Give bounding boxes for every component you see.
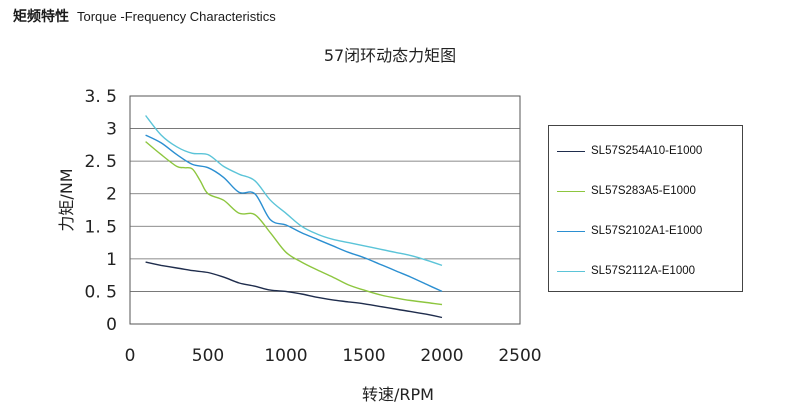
legend-swatch — [557, 230, 585, 232]
y-tick-labels: 0 0. 5 1 1. 5 2 2. 5 3 3. 5 — [85, 87, 117, 335]
legend: SL57S254A10-E1000 SL57S283A5-E1000 SL57S… — [548, 125, 743, 292]
y-tick-label: 1. 5 — [85, 217, 117, 237]
y-axis-label: 力矩/NM — [57, 168, 76, 231]
header-title-zh: 矩频特性 — [13, 9, 69, 25]
y-tick-label: 0 — [106, 315, 117, 335]
y-tick-label: 1 — [106, 250, 117, 270]
series-line-1 — [145, 141, 443, 306]
chart-title: 57闭环动态力矩图 — [324, 46, 456, 65]
y-tick-label: 0. 5 — [85, 282, 117, 302]
legend-label: SL57S254A10-E1000 — [591, 145, 703, 157]
legend-item: SL57S254A10-E1000 — [557, 142, 702, 160]
legend-swatch — [557, 270, 585, 272]
x-tick-label: 2500 — [498, 346, 541, 366]
x-axis-label: 转速/RPM — [362, 385, 434, 404]
page-header: 矩频特性 Torque -Frequency Characteristics — [13, 6, 276, 26]
legend-swatch — [557, 150, 585, 152]
legend-item: SL57S283A5-E1000 — [557, 182, 696, 200]
y-tick-label: 3. 5 — [85, 87, 117, 107]
legend-item: SL57S2112A-E1000 — [557, 262, 695, 280]
header-title-en: Torque -Frequency Characteristics — [77, 9, 276, 24]
series-line-2 — [145, 134, 443, 293]
y-tick-label: 3 — [106, 120, 117, 140]
legend-label: SL57S283A5-E1000 — [591, 185, 696, 197]
series-line-0 — [145, 261, 443, 319]
plot-area — [129, 95, 521, 325]
x-tick-label: 1500 — [342, 346, 385, 366]
y-tick-label: 2 — [106, 185, 117, 205]
x-tick-label: 0 — [125, 346, 136, 366]
legend-label: SL57S2112A-E1000 — [591, 265, 696, 277]
y-tick-label: 2. 5 — [85, 152, 117, 172]
x-tick-label: 1000 — [264, 346, 307, 366]
series-line-3 — [145, 115, 443, 267]
grid-lines — [130, 128, 520, 292]
x-tick-labels: 0 500 1000 1500 2000 2500 — [125, 346, 542, 366]
x-tick-label: 2000 — [420, 346, 463, 366]
x-tick-label: 500 — [192, 346, 224, 366]
legend-label: SL57S2102A1-E1000 — [591, 225, 703, 237]
legend-item: SL57S2102A1-E1000 — [557, 222, 702, 240]
legend-swatch — [557, 190, 585, 192]
series-lines — [145, 115, 443, 319]
